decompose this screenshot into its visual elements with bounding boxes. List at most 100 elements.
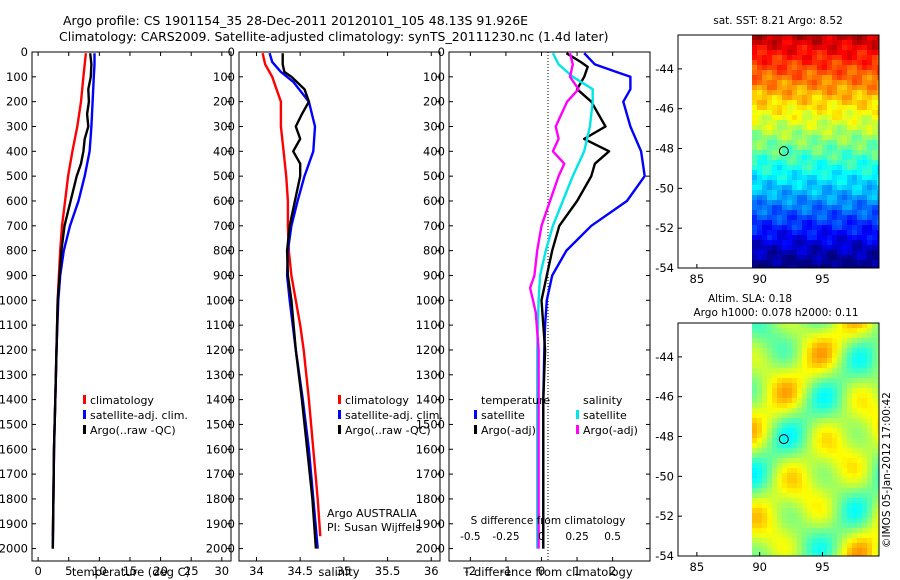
sst-cell (822, 150, 827, 155)
sla-cell (827, 468, 832, 473)
sla-cell (837, 328, 842, 333)
sst-cell (827, 105, 832, 110)
sla-cell (807, 393, 812, 398)
sla-cell (752, 438, 757, 443)
sst-cell (872, 245, 877, 250)
sla-cell (817, 533, 822, 538)
sla-cell (842, 528, 847, 533)
sla-cell (782, 343, 787, 348)
sla-cell (822, 403, 827, 408)
sla-cell (852, 373, 857, 378)
sst-cell (767, 155, 772, 160)
sst-cell (762, 140, 767, 145)
sst-cell (812, 60, 817, 65)
sla-cell (762, 368, 767, 373)
sla-cell (792, 543, 797, 548)
sla-cell (877, 418, 879, 423)
sla-cell (807, 473, 812, 478)
sst-cell (797, 125, 802, 130)
sla-cell (862, 423, 867, 428)
legend-swatch-blue (83, 410, 86, 419)
sst-cell (787, 60, 792, 65)
sla-cell (797, 328, 802, 333)
sla-cell (877, 398, 879, 403)
sst-cell (767, 160, 772, 165)
sla-cell (787, 328, 792, 333)
sla-cell (872, 458, 877, 463)
sla-cell (852, 468, 857, 473)
sla-cell (822, 353, 827, 358)
sla-cell (822, 553, 827, 556)
sst-cell (777, 60, 782, 65)
sst-cell (757, 160, 762, 165)
sla-cell (802, 333, 807, 338)
sst-cell (842, 115, 847, 120)
sst-cell (797, 170, 802, 175)
sla-cell (852, 523, 857, 528)
sla-cell (752, 363, 757, 368)
sla-cell (847, 523, 852, 528)
sla-cell (797, 538, 802, 543)
sst-cell (862, 220, 867, 225)
sst-cell (752, 140, 757, 145)
salinity-ytick-label: 1200 (206, 343, 235, 357)
sla-cell (857, 328, 862, 333)
sst-cell (862, 55, 867, 60)
sst-cell (832, 235, 837, 240)
sla-cell (837, 378, 842, 383)
sst-cell (857, 150, 862, 155)
sst-cell (817, 225, 822, 230)
sst-cell (837, 45, 842, 50)
sla-cell (812, 473, 817, 478)
sst-cell (872, 215, 877, 220)
sst-cell (877, 60, 879, 65)
sla-cell (842, 453, 847, 458)
sla-cell (807, 528, 812, 533)
sla-cell (762, 413, 767, 418)
sla-cell (867, 453, 872, 458)
sst-cell (832, 160, 837, 165)
sst-cell (817, 135, 822, 140)
sst-cell (842, 205, 847, 210)
sla-cell (797, 438, 802, 443)
sla-cell (807, 543, 812, 548)
sst-cell (847, 180, 852, 185)
sst-cell (782, 40, 787, 45)
sst-cell (792, 140, 797, 145)
sst-cell (807, 195, 812, 200)
sst-cell (862, 170, 867, 175)
sla-cell (762, 388, 767, 393)
sst-cell (847, 85, 852, 90)
sst-cell (817, 250, 822, 255)
sla-cell (862, 353, 867, 358)
sst-cell (752, 190, 757, 195)
sst-cell (862, 125, 867, 130)
sla-cell (792, 468, 797, 473)
sst-cell (822, 260, 827, 265)
sla-cell (802, 508, 807, 513)
sst-cell (777, 75, 782, 80)
sla-cell (862, 518, 867, 523)
sst-cell (767, 200, 772, 205)
legend-label: satellite-adj. clim. (345, 409, 443, 422)
sla-cell (832, 448, 837, 453)
sla-cell (812, 463, 817, 468)
sst-cell (772, 165, 777, 170)
sst-cell (757, 245, 762, 250)
sla-cell (827, 538, 832, 543)
sla-cell (812, 358, 817, 363)
sla-cell (862, 548, 867, 553)
sst-cell (837, 235, 842, 240)
sst-cell (802, 155, 807, 160)
sla-cell (847, 483, 852, 488)
sla-cell (877, 488, 879, 493)
sst-cell (847, 125, 852, 130)
sla-cell (787, 478, 792, 483)
sla-cell (872, 518, 877, 523)
sst-cell (792, 240, 797, 245)
sst-cell (802, 250, 807, 255)
sst-cell (822, 255, 827, 260)
sla-cell (852, 493, 857, 498)
sst-cell (777, 260, 782, 265)
sst-cell (857, 195, 862, 200)
